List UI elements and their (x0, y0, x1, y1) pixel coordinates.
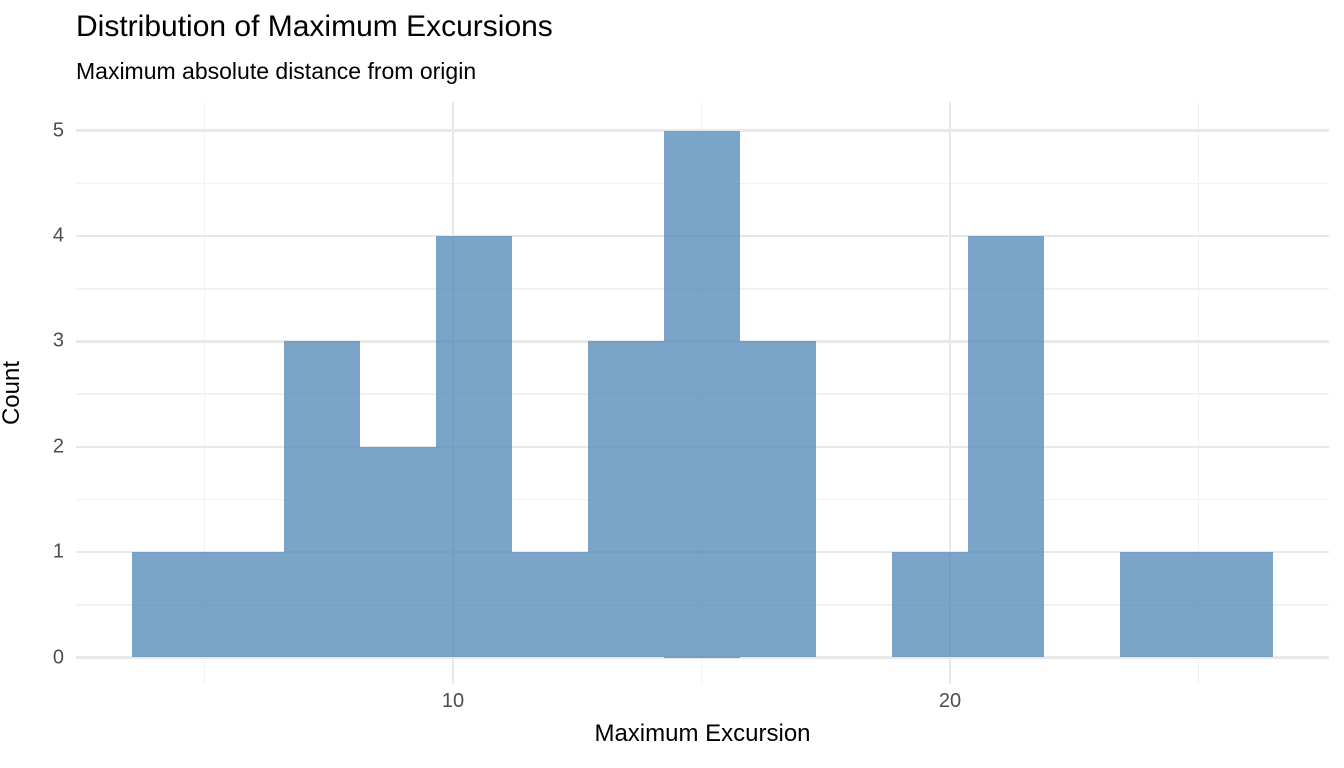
histogram-bar (1196, 552, 1273, 658)
histogram-bar (588, 341, 665, 658)
chart-subtitle: Maximum absolute distance from origin (76, 58, 477, 84)
y-tick-label: 4 (52, 224, 64, 247)
x-minor-gridline (1197, 102, 1200, 684)
x-tick-label: 20 (938, 690, 962, 712)
histogram-bar (968, 236, 1045, 658)
histogram-bar (740, 341, 817, 658)
histogram-bar (892, 552, 969, 658)
histogram-bar (284, 341, 361, 658)
chart-title: Distribution of Maximum Excursions (76, 10, 553, 43)
y-tick-label: 3 (52, 329, 64, 352)
histogram-bar (512, 552, 589, 658)
histogram-bar (1120, 552, 1197, 658)
y-tick-label: 0 (52, 646, 64, 668)
y-tick-label: 2 (52, 435, 64, 458)
plot-panel (76, 102, 1329, 684)
x-axis-title: Maximum Excursion (594, 720, 811, 747)
x-tick-label: 10 (441, 690, 465, 712)
y-axis-title: Count (0, 360, 25, 426)
histogram-bar (436, 236, 513, 658)
y-tick-label: 1 (52, 540, 64, 563)
y-major-gridline (76, 129, 1329, 133)
histogram-bar (360, 446, 437, 658)
histogram-bar (664, 130, 741, 658)
x-minor-gridline (203, 102, 206, 684)
y-tick-label: 5 (52, 119, 64, 142)
histogram-bar (207, 552, 284, 658)
histogram-bar (131, 552, 208, 658)
x-major-gridline (948, 102, 952, 684)
